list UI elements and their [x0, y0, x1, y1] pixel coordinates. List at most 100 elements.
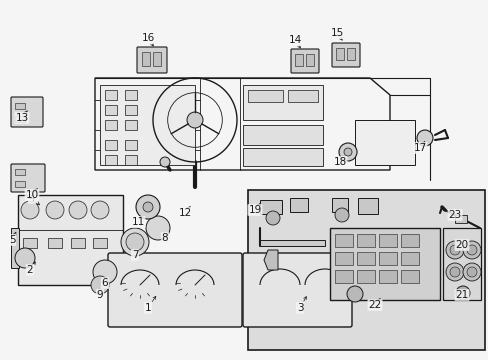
Bar [125, 90, 137, 100]
Bar [105, 140, 117, 150]
Bar [335, 48, 343, 60]
Circle shape [462, 241, 480, 259]
FancyBboxPatch shape [290, 49, 318, 73]
Bar [105, 90, 117, 100]
Text: 13: 13 [15, 113, 29, 123]
Text: 21: 21 [454, 290, 468, 300]
Bar [305, 54, 313, 66]
Text: 9: 9 [97, 290, 103, 300]
Text: 3: 3 [296, 303, 303, 313]
Bar [356, 270, 374, 283]
Text: 2: 2 [27, 265, 33, 275]
Bar [334, 234, 352, 247]
FancyBboxPatch shape [11, 97, 43, 127]
Bar [334, 270, 352, 283]
Bar [354, 120, 414, 165]
Bar [378, 234, 396, 247]
Bar [243, 148, 323, 166]
Polygon shape [264, 250, 278, 270]
Bar [356, 252, 374, 265]
Text: 12: 12 [178, 208, 191, 218]
Circle shape [462, 263, 480, 281]
Circle shape [93, 260, 117, 284]
Circle shape [265, 211, 280, 225]
Bar [125, 120, 137, 130]
FancyBboxPatch shape [108, 253, 242, 327]
Circle shape [343, 148, 351, 156]
Bar [23, 238, 37, 248]
Bar [125, 155, 137, 165]
Text: 22: 22 [367, 300, 381, 310]
Text: 1: 1 [144, 303, 151, 313]
Bar [15, 103, 25, 109]
FancyBboxPatch shape [331, 43, 359, 67]
Circle shape [91, 201, 109, 219]
Circle shape [69, 201, 87, 219]
Bar [71, 238, 85, 248]
Text: 11: 11 [131, 217, 144, 227]
Circle shape [91, 276, 109, 294]
Bar [93, 238, 107, 248]
Text: 5: 5 [9, 235, 15, 245]
Text: 19: 19 [248, 205, 261, 215]
FancyBboxPatch shape [243, 253, 351, 327]
Bar [100, 85, 195, 165]
Text: 4: 4 [29, 193, 35, 203]
Bar [331, 198, 347, 212]
Bar [18, 195, 123, 285]
Text: 14: 14 [288, 35, 301, 45]
Circle shape [445, 241, 463, 259]
Circle shape [121, 228, 149, 256]
Bar [15, 181, 25, 187]
Bar [289, 198, 307, 212]
Bar [329, 228, 439, 300]
Text: 18: 18 [333, 157, 346, 167]
Bar [105, 120, 117, 130]
Bar [454, 215, 466, 223]
Bar [11, 228, 19, 268]
Bar [378, 252, 396, 265]
Bar [243, 85, 323, 120]
Bar [142, 52, 150, 66]
Circle shape [334, 208, 348, 222]
Circle shape [15, 248, 35, 268]
Bar [400, 234, 418, 247]
Bar [400, 270, 418, 283]
Circle shape [142, 202, 153, 212]
Bar [442, 228, 480, 300]
Bar [346, 48, 354, 60]
Text: 6: 6 [102, 278, 108, 288]
Bar [153, 52, 161, 66]
Circle shape [455, 286, 469, 300]
Bar [105, 155, 117, 165]
Circle shape [338, 143, 356, 161]
Bar [287, 90, 317, 102]
Bar [334, 252, 352, 265]
Text: 15: 15 [330, 28, 343, 38]
Circle shape [126, 233, 143, 251]
FancyBboxPatch shape [137, 47, 167, 73]
Circle shape [46, 201, 64, 219]
Circle shape [21, 201, 39, 219]
Circle shape [445, 263, 463, 281]
Bar [400, 252, 418, 265]
Circle shape [416, 130, 432, 146]
Circle shape [449, 245, 459, 255]
Bar [247, 90, 283, 102]
Text: 10: 10 [25, 190, 39, 200]
Circle shape [466, 267, 476, 277]
Bar [15, 169, 25, 175]
FancyBboxPatch shape [11, 164, 45, 192]
Bar [125, 105, 137, 115]
Circle shape [186, 112, 203, 128]
Bar [125, 140, 137, 150]
Circle shape [146, 216, 170, 240]
Bar [243, 125, 323, 145]
Text: 16: 16 [141, 33, 154, 43]
Circle shape [449, 267, 459, 277]
Text: 23: 23 [447, 210, 461, 220]
Bar [260, 200, 282, 214]
Bar [15, 116, 25, 122]
Bar [260, 240, 325, 246]
Text: 20: 20 [454, 240, 468, 250]
